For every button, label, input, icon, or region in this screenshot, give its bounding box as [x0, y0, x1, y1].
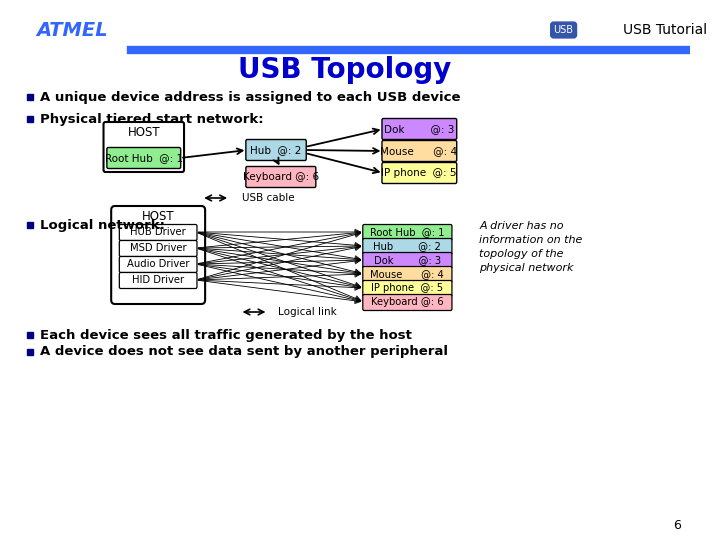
Text: USB cable: USB cable	[241, 193, 294, 203]
Text: Hub        @: 2: Hub @: 2	[374, 241, 441, 251]
FancyBboxPatch shape	[120, 273, 197, 288]
Text: USB Topology: USB Topology	[238, 56, 451, 84]
Text: Root Hub  @: 1: Root Hub @: 1	[370, 227, 445, 237]
FancyBboxPatch shape	[27, 116, 32, 122]
FancyBboxPatch shape	[111, 206, 205, 304]
Text: Keyboard @: 6: Keyboard @: 6	[243, 172, 319, 182]
Text: USB Tutorial: USB Tutorial	[623, 23, 707, 37]
Text: A device does not see data sent by another peripheral: A device does not see data sent by anoth…	[40, 346, 449, 359]
FancyBboxPatch shape	[27, 94, 32, 100]
Text: USB: USB	[554, 25, 574, 35]
FancyBboxPatch shape	[27, 332, 32, 338]
FancyBboxPatch shape	[107, 147, 181, 168]
FancyBboxPatch shape	[120, 225, 197, 240]
FancyBboxPatch shape	[246, 166, 316, 187]
FancyBboxPatch shape	[363, 239, 452, 254]
Text: HOST: HOST	[127, 126, 160, 139]
FancyBboxPatch shape	[363, 253, 452, 268]
Text: Logical link: Logical link	[278, 307, 337, 317]
FancyBboxPatch shape	[363, 280, 452, 296]
FancyBboxPatch shape	[27, 349, 32, 355]
Text: Dok        @: 3: Dok @: 3	[374, 255, 441, 265]
Text: Physical tiered start network:: Physical tiered start network:	[40, 112, 264, 125]
FancyBboxPatch shape	[363, 294, 452, 310]
Text: MSD Driver: MSD Driver	[130, 243, 186, 253]
Text: IP phone  @: 5: IP phone @: 5	[372, 283, 444, 293]
Text: A unique device address is assigned to each USB device: A unique device address is assigned to e…	[40, 91, 461, 104]
Text: Logical network:: Logical network:	[40, 219, 166, 232]
FancyBboxPatch shape	[104, 122, 184, 172]
FancyBboxPatch shape	[246, 139, 306, 160]
Text: HOST: HOST	[142, 211, 174, 224]
FancyBboxPatch shape	[382, 118, 456, 139]
Text: Root Hub  @: 1: Root Hub @: 1	[104, 153, 183, 163]
Text: Keyboard @: 6: Keyboard @: 6	[371, 297, 444, 307]
Text: Mouse      @: 4: Mouse @: 4	[380, 146, 457, 156]
Text: Mouse      @: 4: Mouse @: 4	[371, 269, 444, 279]
Text: Dok        @: 3: Dok @: 3	[384, 124, 454, 134]
FancyBboxPatch shape	[27, 222, 32, 228]
Text: 6: 6	[672, 519, 680, 532]
FancyBboxPatch shape	[382, 140, 456, 161]
Text: Each device sees all traffic generated by the host: Each device sees all traffic generated b…	[40, 328, 412, 341]
Text: ATMEL: ATMEL	[36, 21, 108, 39]
FancyBboxPatch shape	[120, 256, 197, 273]
FancyBboxPatch shape	[120, 240, 197, 256]
Text: Audio Driver: Audio Driver	[127, 259, 189, 269]
FancyBboxPatch shape	[363, 267, 452, 282]
Text: HUB Driver: HUB Driver	[130, 227, 186, 237]
FancyBboxPatch shape	[363, 225, 452, 240]
Text: HID Driver: HID Driver	[132, 275, 184, 285]
Text: A driver has no
information on the
topology of the
physical network: A driver has no information on the topol…	[480, 221, 582, 273]
FancyBboxPatch shape	[382, 163, 456, 184]
Text: IP phone  @: 5: IP phone @: 5	[381, 168, 456, 178]
Text: Hub  @: 2: Hub @: 2	[251, 145, 302, 155]
